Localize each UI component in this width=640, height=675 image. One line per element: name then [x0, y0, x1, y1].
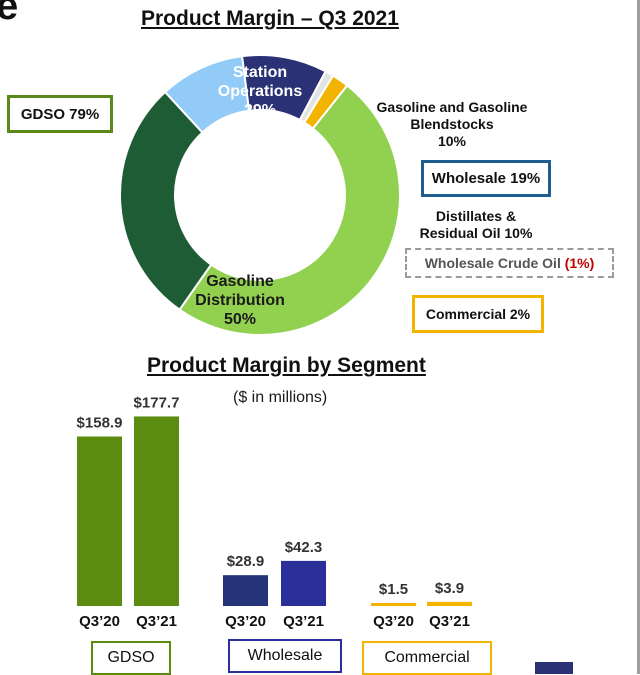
label-line: Distribution — [195, 292, 285, 309]
wholesale-crude-box: Wholesale Crude Oil (1%) — [405, 248, 614, 278]
label-station-operations: Station Operations 29% — [180, 63, 340, 120]
label-line: 10% — [437, 133, 467, 149]
label-line: Station — [232, 64, 288, 81]
crude-value: (1%) — [564, 255, 595, 271]
bar-value-label: $1.5 — [379, 581, 408, 598]
bar-gdso-1 — [134, 416, 179, 606]
bar-value-label: $42.3 — [285, 539, 323, 556]
bars-subtitle: ($ in millions) — [233, 389, 328, 406]
label-line: Gasoline and Gasoline — [376, 99, 528, 115]
bar-category-label: Q3’20 — [225, 613, 266, 630]
label-line: 50% — [223, 311, 257, 328]
bar-commercial-0 — [371, 603, 416, 606]
label-line: Operations — [217, 83, 303, 100]
label-gasoline-blendstocks: Gasoline and Gasoline Blendstocks 10% — [366, 99, 538, 150]
label-line: 29% — [243, 102, 277, 119]
donut-slice-5 — [178, 84, 401, 336]
segment-box-gdso: GDSO — [91, 641, 171, 675]
label-line: Residual Oil 10% — [419, 225, 533, 241]
segment-box-commercial: Commercial — [362, 641, 492, 675]
bar-commercial-1 — [427, 601, 472, 606]
bar-value-label: $3.9 — [435, 580, 464, 597]
donut-slice-0 — [119, 90, 213, 312]
bar-value-label: $177.7 — [134, 394, 180, 411]
label-distillates: Distillates & Residual Oil 10% — [414, 208, 538, 242]
bar-category-label: Q3’21 — [283, 613, 324, 630]
bar-category-label: Q3’20 — [79, 613, 120, 630]
bar-category-label: Q3’21 — [429, 613, 470, 630]
label-line: Gasoline — [206, 273, 274, 290]
crude-label: Wholesale Crude Oil — [424, 255, 561, 271]
bars-title: Product Margin by Segment — [147, 354, 426, 377]
bar-value-label: $158.9 — [77, 415, 123, 432]
bar-category-label: Q3’20 — [373, 613, 414, 630]
edge-divider — [637, 0, 640, 674]
gdso-share-box: GDSO 79% — [7, 95, 113, 133]
donut-chart — [119, 54, 401, 336]
bar-value-label: $28.9 — [227, 553, 265, 570]
wholesale-share-box: Wholesale 19% — [421, 160, 551, 197]
label-line: Distillates & — [435, 208, 517, 224]
bar-gdso-0 — [77, 436, 122, 606]
label-gasoline-distribution: Gasoline Distribution 50% — [175, 272, 305, 329]
bar-wholesale-0 — [223, 575, 268, 606]
partial-legend-swatch — [535, 662, 573, 674]
bar-category-label: Q3’21 — [136, 613, 177, 630]
label-line: Blendstocks — [410, 116, 494, 132]
donut-title: Product Margin – Q3 2021 — [141, 7, 399, 30]
bar-wholesale-1 — [281, 560, 326, 606]
corner-letter: e — [0, 0, 19, 28]
segment-box-wholesale: Wholesale — [228, 639, 342, 673]
bar-chart: $158.9 Q3’20 $177.7 Q3’21 $28.9 Q3’20 $42.3 Q3’… — [77, 394, 472, 630]
commercial-share-box: Commercial 2% — [412, 295, 544, 333]
